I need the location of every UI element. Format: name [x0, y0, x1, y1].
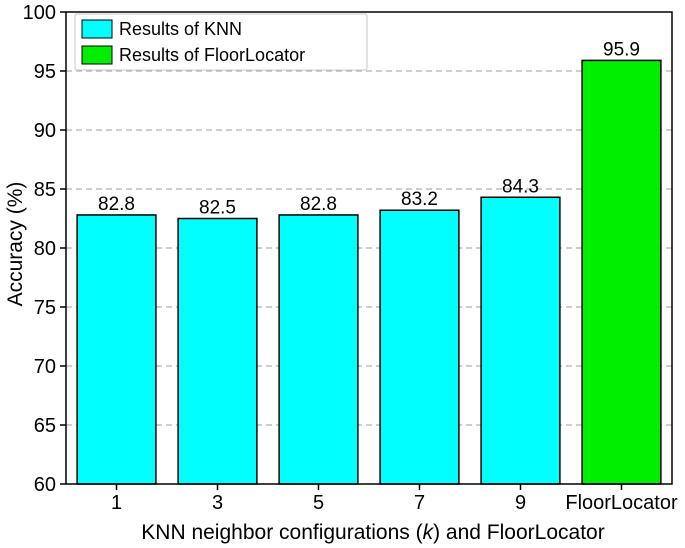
value-label-7: 83.2 [401, 189, 438, 210]
legend-swatch-floorlocator [81, 45, 113, 65]
value-label-5: 82.8 [300, 194, 337, 215]
y-tick-label-75: 75 [34, 297, 56, 319]
value-label-floorlocator: 95.9 [603, 39, 640, 60]
y-tick-label-60: 60 [34, 474, 56, 496]
bar-1 [76, 214, 157, 485]
x-tick-label-3: 3 [212, 492, 223, 514]
x-axis-label-part-1: KNN neighbor configurations ( [141, 521, 422, 544]
value-label-3: 82.5 [199, 198, 236, 219]
grid-lines [66, 70, 672, 426]
legend-box [74, 13, 368, 71]
bar-7 [379, 209, 460, 485]
x-tick-label-9: 9 [515, 492, 526, 514]
x-tick-label-5: 5 [313, 492, 324, 514]
x-axis-label-part-2: ) and FloorLocator [433, 521, 605, 544]
legend-swatch-knn [81, 19, 113, 39]
bar-3 [177, 217, 258, 485]
x-tick-label-1: 1 [111, 492, 122, 514]
x-axis-label: KNN neighbor configurations (k) and Floo… [141, 521, 604, 544]
legend-label-floorlocator: Results of FloorLocator [119, 45, 305, 65]
legend-label-knn: Results of KNN [119, 19, 242, 39]
y-tick-label-65: 65 [34, 415, 56, 437]
value-labels: 82.8 82.5 82.8 83.2 84.3 95.9 [98, 39, 640, 218]
bar-floorlocator [581, 59, 662, 485]
bar-9 [480, 196, 561, 485]
x-tick-label-floorlocator: FloorLocator [565, 492, 678, 514]
value-label-1: 82.8 [98, 194, 135, 215]
y-tick-label-100: 100 [23, 2, 56, 24]
y-tick-label-70: 70 [34, 356, 56, 378]
bar-5 [278, 214, 359, 485]
x-axis-label-variable: k [423, 521, 435, 544]
y-tick-label-80: 80 [34, 238, 56, 260]
legend: Results of KNN Results of FloorLocator [74, 13, 368, 71]
y-tick-label-95: 95 [34, 61, 56, 83]
y-tick-label-90: 90 [34, 120, 56, 142]
value-label-9: 84.3 [502, 176, 539, 197]
y-axis-label: Accuracy (%) [4, 182, 27, 307]
bars [76, 59, 662, 485]
ticks: 60 65 70 75 80 85 90 95 100 1 3 5 7 9 FloorLocator [23, 2, 678, 514]
x-tick-label-7: 7 [414, 492, 425, 514]
y-tick-label-85: 85 [34, 179, 56, 201]
